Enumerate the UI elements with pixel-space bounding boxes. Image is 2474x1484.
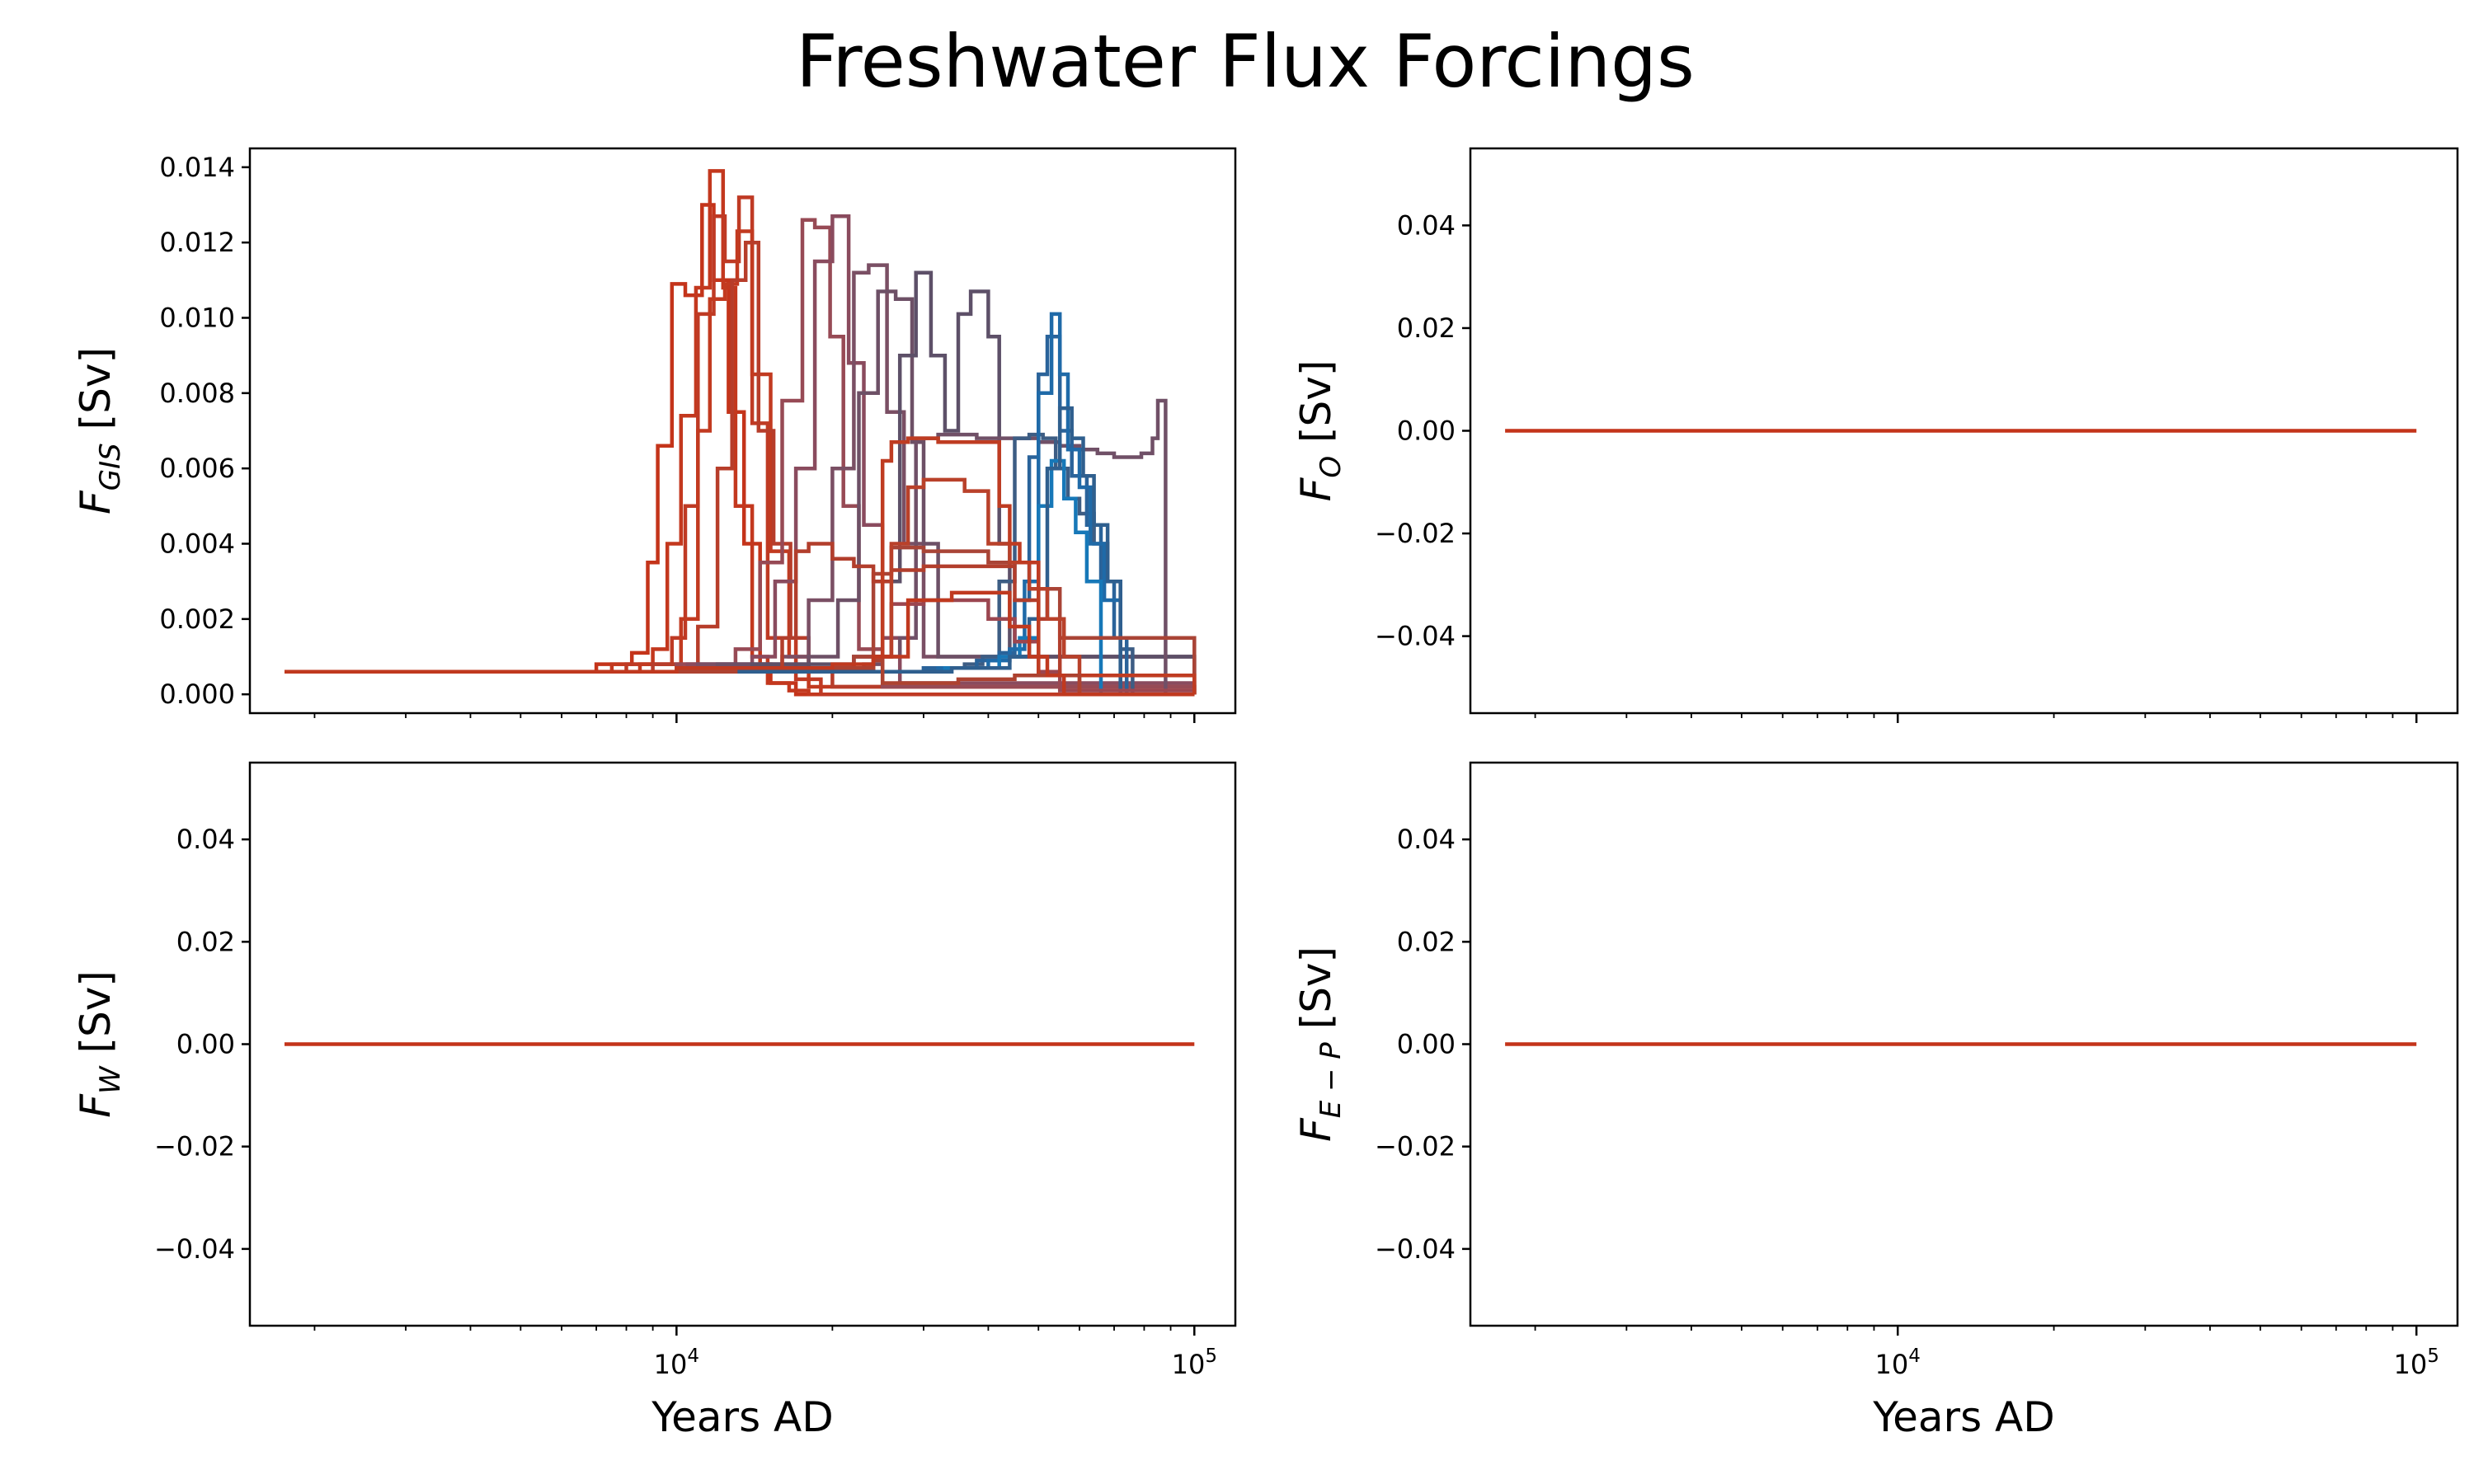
y-tick-label: −0.04 xyxy=(1375,1233,1456,1265)
y-tick-label: 0.004 xyxy=(159,528,235,560)
y-tick-label: −0.02 xyxy=(154,1131,235,1162)
y-tick-label: 0.014 xyxy=(159,152,235,183)
figure-title: Freshwater Flux Forcings xyxy=(796,19,1695,104)
y-axis-label: FGIS [Sv] xyxy=(72,347,127,514)
series-line-6 xyxy=(285,218,1197,695)
y-tick-label: 0.02 xyxy=(1397,312,1456,344)
series-line-23 xyxy=(285,590,1195,697)
y-tick-label: 0.010 xyxy=(159,303,235,334)
subplot-3: −0.04 −0.02 0.00 0.02 0.04 104 105 FW [Sv] Years… xyxy=(72,761,1237,1441)
x-tick-label: 104 xyxy=(654,1345,699,1380)
x-tick-label: 105 xyxy=(2394,1345,2439,1380)
y-axis-label: FO [Sv] xyxy=(1292,360,1348,502)
y-tick-label: 0.006 xyxy=(159,453,235,484)
x-tick-label: 105 xyxy=(1172,1345,1217,1380)
x-tick-label: 104 xyxy=(1875,1345,1921,1380)
y-tick-label: −0.04 xyxy=(154,1233,235,1265)
y-tick-label: −0.02 xyxy=(1375,518,1456,549)
y-tick-label: 0.000 xyxy=(159,679,235,710)
y-tick-label: −0.02 xyxy=(1375,1131,1456,1162)
series-line-2 xyxy=(285,169,1195,697)
y-tick-label: 0.04 xyxy=(1397,209,1456,241)
subplot-2: −0.04 −0.02 0.00 0.02 0.04 FO [Sv] xyxy=(1292,147,2459,723)
series-line-14 xyxy=(285,312,1195,697)
series-line-7 xyxy=(285,214,1197,695)
series-line-3 xyxy=(285,195,1195,697)
series-line-16 xyxy=(285,406,1195,697)
y-tick-label: 0.02 xyxy=(176,926,235,957)
y-tick-label: 0.002 xyxy=(159,603,235,635)
y-tick-label: 0.012 xyxy=(159,227,235,258)
series-group xyxy=(285,169,1197,697)
y-tick-label: 0.00 xyxy=(176,1029,235,1060)
y-tick-label: −0.04 xyxy=(1375,621,1456,652)
y-axis-label: FE − P [Sv] xyxy=(1292,946,1348,1142)
subplot-1: 0.000 0.002 0.004 0.006 0.008 0.010 0.012 0.014… xyxy=(72,147,1237,723)
y-axis-label: FW [Sv] xyxy=(72,970,127,1118)
y-tick-label: 0.04 xyxy=(1397,824,1456,855)
x-axis-label: Years AD xyxy=(651,1393,834,1441)
panels: 0.000 0.002 0.004 0.006 0.008 0.010 0.012 0.014… xyxy=(72,147,2459,1441)
subplot-4: −0.04 −0.02 0.00 0.02 0.04 104 105 FE − P [Sv] Y… xyxy=(1292,761,2459,1441)
axes-frame xyxy=(248,147,1237,715)
y-tick-label: 0.00 xyxy=(1397,416,1456,447)
y-tick-label: 0.00 xyxy=(1397,1029,1456,1060)
x-axis-label: Years AD xyxy=(1872,1393,2055,1441)
y-tick-label: 0.04 xyxy=(176,824,235,855)
series-line-9 xyxy=(285,289,1197,695)
y-tick-label: 0.008 xyxy=(159,378,235,409)
y-tick-label: 0.02 xyxy=(1397,926,1456,957)
